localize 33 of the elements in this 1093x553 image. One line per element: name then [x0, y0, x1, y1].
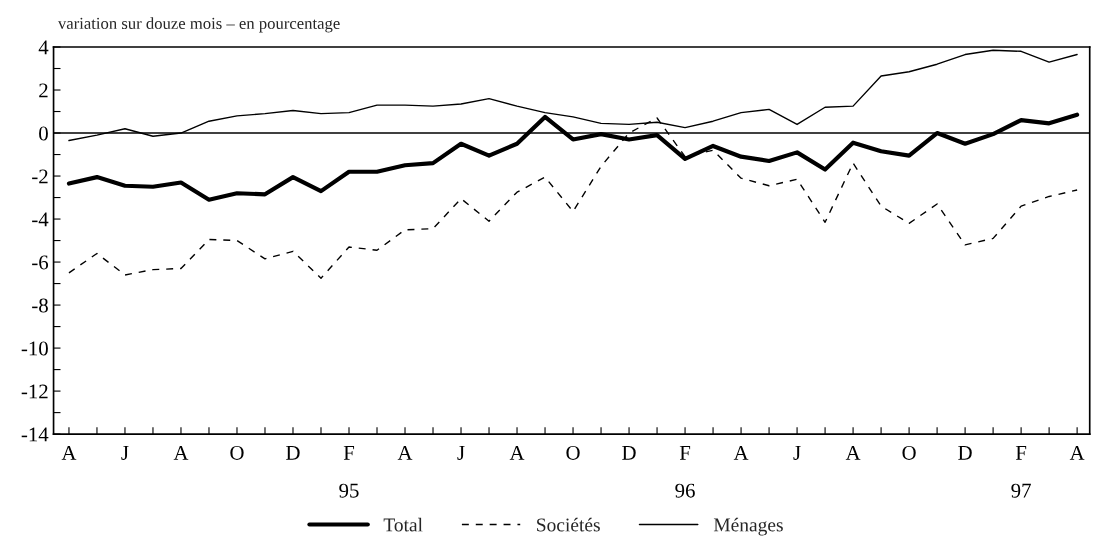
x-tick-label: O: [566, 445, 580, 460]
x-tick-label: A: [733, 445, 749, 460]
legend-label: Total: [383, 517, 423, 532]
x-tick-label: O: [902, 445, 916, 460]
legend-label: Ménages: [713, 517, 783, 536]
x-tick-label: J: [457, 446, 465, 460]
y-tick-label: -8: [32, 298, 48, 313]
y-tick-label: 2: [39, 83, 48, 98]
x-tick-label: O: [230, 445, 244, 460]
x-tick-label: D: [958, 446, 972, 460]
legend-label: Sociétés: [537, 517, 600, 532]
x-tick-label: A: [845, 445, 861, 460]
y-tick-label: 4: [38, 40, 49, 55]
x-tick-label: A: [397, 445, 413, 460]
y-tick-label: -10: [21, 341, 48, 356]
y-tick-label: -12: [21, 384, 48, 399]
x-tick-label: F 97: [1011, 446, 1031, 498]
x-tick-label: A: [509, 445, 525, 460]
chart-subtitle: variation sur douze mois – en pourcentage: [57, 17, 340, 33]
x-tick-label: J: [793, 446, 801, 460]
x-tick-label: F 96: [675, 446, 695, 498]
x-tick-label: A: [173, 445, 189, 460]
x-tick-label: D: [286, 446, 300, 460]
x-tick-label: F 95: [339, 446, 359, 498]
y-tick-label: -4: [32, 212, 49, 227]
y-tick-label: -6: [32, 255, 49, 270]
y-tick-label: 0: [39, 126, 48, 141]
x-tick-label: A: [61, 445, 77, 460]
y-tick-label: -2: [32, 169, 48, 184]
x-tick-label: D: [622, 446, 636, 460]
y-tick-label: -14: [21, 427, 49, 442]
x-tick-label: A: [1069, 445, 1085, 460]
x-tick-label: J: [121, 446, 129, 460]
